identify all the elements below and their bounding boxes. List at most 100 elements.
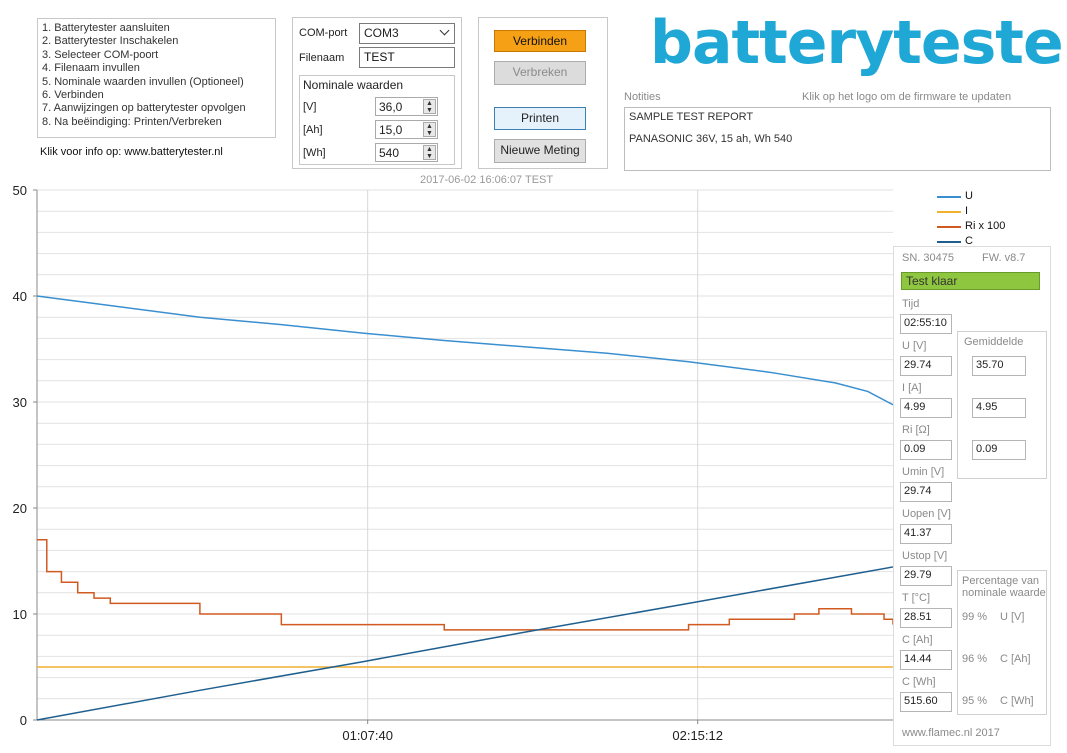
nominal-ah-value: 15,0: [379, 123, 403, 137]
y-tick-label: 20: [13, 501, 27, 516]
footer-url[interactable]: www.flamec.nl 2017: [902, 727, 1000, 739]
ustop-label: Ustop [V]: [902, 550, 948, 562]
time-label: Tijd: [902, 298, 920, 310]
legend-label: Ri x 100: [965, 220, 1006, 232]
instruction-step: 3. Selecteer COM-poort: [42, 48, 159, 61]
instruction-step: 1. Batterytester aansluiten: [42, 22, 170, 34]
pct-voltage-unit: U [V]: [1000, 611, 1025, 623]
legend-label: U: [965, 190, 973, 202]
nominal-values-group: Nominale waarden [V] 36,0 ▲ ▼ [Ah] 15,0 ▲…: [299, 75, 455, 165]
legend-label: I: [965, 205, 969, 217]
spin-updown-icon[interactable]: ▲ ▼: [423, 122, 436, 137]
filename-label: Filenaam: [299, 52, 345, 64]
pct-voltage: 99 %: [962, 611, 988, 623]
new-measurement-button[interactable]: Nieuwe Meting: [494, 139, 586, 163]
ri-label: Ri [Ω]: [902, 424, 930, 436]
percentage-title: Percentage van nominale waarde: [962, 575, 1046, 599]
connection-group: COM-port COM3 Filenaam TEST Nominale waa…: [292, 17, 462, 169]
connect-button[interactable]: Verbinden: [494, 30, 586, 52]
ustop-value: 29.79: [900, 566, 952, 586]
spin-updown-icon[interactable]: ▲ ▼: [423, 145, 436, 160]
y-tick-label: 10: [13, 607, 27, 622]
nominal-values-title: Nominale waarden: [303, 78, 404, 92]
pct-capacity-ah: 96 %: [962, 653, 988, 665]
average-ri: 0.09: [972, 440, 1026, 460]
temperature-label: T [°C]: [902, 592, 931, 604]
batterytester-logo[interactable]: batterytester: [650, 8, 1067, 78]
nominal-ah-input[interactable]: 15,0 ▲ ▼: [375, 120, 438, 139]
umin-value: 29.74: [900, 482, 952, 502]
percentage-group: Percentage van nominale waarde 99 % U [V…: [957, 570, 1047, 715]
y-tick-label: 50: [13, 183, 27, 198]
temperature-value: 28.51: [900, 608, 952, 628]
x-tick-label: 02:15:12: [672, 728, 723, 743]
pct-capacity-wh: 95 %: [962, 695, 988, 707]
chevron-down-icon: [439, 25, 450, 36]
legend-swatch: [937, 211, 961, 213]
series-line-ri-x-100: [37, 539, 894, 631]
capacity-wh-label: C [Wh]: [902, 676, 936, 688]
average-voltage: 35.70: [972, 356, 1026, 376]
nominal-wh-label: [Wh]: [303, 147, 326, 159]
action-buttons-group: Verbinden Verbreken Printen Nieuwe Metin…: [478, 17, 608, 169]
serial-number: SN. 30475: [902, 252, 954, 264]
instruction-step: 4. Filenaam invullen: [42, 62, 140, 75]
average-group: Gemiddelde 35.70 4.95 0.09: [957, 331, 1047, 479]
chart-title: 2017-06-02 16:06:07 TEST: [420, 174, 554, 186]
com-port-label: COM-port: [299, 27, 348, 39]
notes-line-1: SAMPLE TEST REPORT: [629, 111, 754, 123]
nominal-ah-label: [Ah]: [303, 124, 323, 136]
uopen-value: 41.37: [900, 524, 952, 544]
series-line-u: [36, 295, 894, 406]
legend-swatch: [937, 241, 961, 243]
nominal-v-label: [V]: [303, 101, 317, 113]
nominal-v-input[interactable]: 36,0 ▲ ▼: [375, 97, 438, 116]
instruction-step: 5. Nominale waarden invullen (Optioneel): [42, 75, 244, 88]
legend-label: C: [965, 235, 973, 247]
capacity-wh-value: 515.60: [900, 692, 952, 712]
capacity-ah-value: 14.44: [900, 650, 952, 670]
notes-textarea[interactable]: SAMPLE TEST REPORT PANASONIC 36V, 15 ah,…: [624, 107, 1051, 171]
nominal-v-value: 36,0: [379, 100, 403, 114]
x-tick-label: 01:07:40: [342, 728, 393, 743]
firmware-version: FW. v8.7: [982, 252, 1026, 264]
legend-swatch: [937, 196, 961, 198]
current-value: 4.99: [900, 398, 952, 418]
umin-label: Umin [V]: [902, 466, 945, 478]
time-value: 02:55:10: [900, 314, 952, 334]
instruction-step: 8. Na beëindiging: Printen/Verbreken: [42, 115, 222, 128]
status-text: Test klaar: [906, 274, 958, 288]
instruction-step: 6. Verbinden: [42, 89, 104, 102]
average-title: Gemiddelde: [964, 336, 1024, 348]
notes-line-2: PANASONIC 36V, 15 ah, Wh 540: [629, 133, 793, 145]
legend-swatch: [937, 226, 961, 228]
series-line-c: [36, 566, 894, 721]
pct-capacity-wh-unit: C [Wh]: [1000, 695, 1034, 707]
print-button[interactable]: Printen: [494, 107, 586, 130]
disconnect-button[interactable]: Verbreken: [494, 61, 586, 85]
filename-input[interactable]: TEST: [359, 47, 455, 68]
ri-value: 0.09: [900, 440, 952, 460]
uopen-label: Uopen [V]: [902, 508, 951, 520]
info-link[interactable]: Klik voor info op: www.batterytester.nl: [40, 146, 223, 158]
spin-updown-icon[interactable]: ▲ ▼: [423, 99, 436, 114]
nominal-wh-value: 540: [379, 146, 400, 160]
capacity-ah-label: C [Ah]: [902, 634, 933, 646]
voltage-label: U [V]: [902, 340, 927, 352]
voltage-value: 29.74: [900, 356, 952, 376]
com-port-value: COM3: [364, 26, 399, 40]
notes-label: Notities: [624, 91, 661, 103]
y-tick-label: 40: [13, 289, 27, 304]
average-current: 4.95: [972, 398, 1026, 418]
com-port-select[interactable]: COM3: [359, 23, 455, 44]
instruction-step: 2. Batterytester Inschakelen: [42, 35, 179, 48]
y-tick-label: 0: [20, 713, 27, 728]
nominal-wh-input[interactable]: 540 ▲ ▼: [375, 143, 438, 162]
instructions-box: 1. Batterytester aansluiten 2. Batterytes…: [37, 18, 276, 138]
status-badge: Test klaar: [901, 272, 1040, 290]
y-tick-label: 30: [13, 395, 27, 410]
current-label: I [A]: [902, 382, 922, 394]
pct-capacity-ah-unit: C [Ah]: [1000, 653, 1031, 665]
status-panel: SN. 30475 FW. v8.7 Test klaar Tijd 02:55…: [893, 246, 1051, 746]
instruction-step: 7. Aanwijzingen op batterytester opvolge…: [42, 102, 246, 115]
